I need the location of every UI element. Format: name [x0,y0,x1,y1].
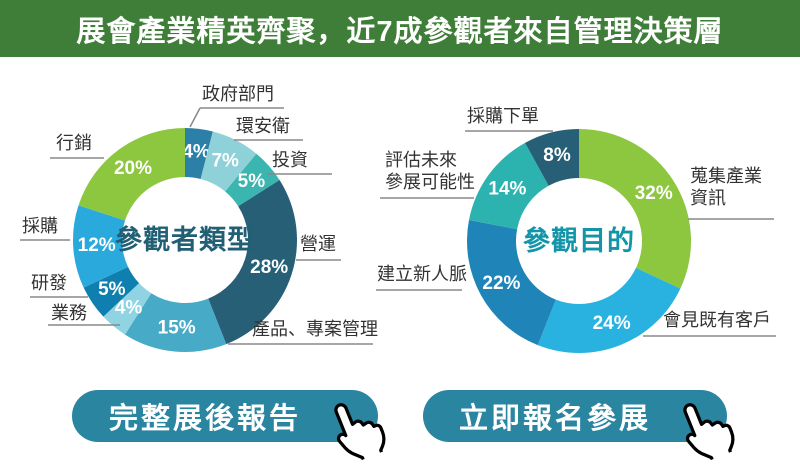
hand-cursor-icon [334,403,386,463]
hand-cursor-icon [683,403,735,463]
donut-charts: 4% 7%5%28%15%4%5%12%20%參觀者類型32%24%22%14%8… [72,128,691,353]
donut-center-title: 參觀目的 [523,225,635,256]
callout-ehs: 環安衛 [236,116,290,136]
segment-percent-label: 24% [593,313,631,334]
callout-government: 政府部門 [202,84,274,104]
donut-segment-採購下單 [525,129,579,186]
header-banner: 展會產業精英齊聚，近7成參觀者來自管理決策層 [0,0,800,57]
segment-percent-label: 14% [488,178,526,199]
segment-percent-label: 15% [158,318,196,339]
donut-segment-業務 [103,283,152,335]
post-show-report-label: 完整展後報告 [108,403,301,435]
callout-gather-info: 蒐集產業 資訊 [690,166,762,208]
donut-segment-會見既有客戶 [537,267,681,353]
segment-percent-label: 7% [211,151,239,172]
page-title: 展會產業精英齊聚，近7成參觀者來自管理決策層 [76,15,724,48]
callout-investment: 投資 [272,150,308,170]
segment-percent-label: 32% [635,183,673,204]
donut-segment-研發 [83,266,140,317]
register-now-button[interactable]: 立即報名參展 [423,390,735,463]
donut-segment-行銷 [78,128,185,221]
donut-segment-營運 [208,179,298,345]
segment-percent-label: 4% [115,298,143,319]
donut-segment-評估未來參展可能性 [468,142,549,230]
donut-segment-蒐集產業資訊 [579,129,691,289]
donut-segment-投資 [225,153,280,207]
donut-center-title: 參觀者類型 [115,224,255,255]
callout-sales: 業務 [51,303,87,323]
donut-segment-產品、專案管理 [124,293,227,353]
donut-segment-政府部門 [185,128,213,179]
callout-operations: 營運 [300,234,336,254]
callout-procurement: 採購 [22,216,58,236]
segment-percent-label: 12% [78,235,116,256]
callout-rnd: 研發 [31,273,67,293]
segment-percent-label: 22% [482,273,520,294]
callout-meet-clients: 會見既有客戶 [663,310,771,330]
callout-new-contacts: 建立新人脈 [377,264,467,284]
segment-percent-label: 28% [250,257,288,278]
segment-percent-label: 5% [238,171,266,192]
callout-marketing: 行銷 [56,133,92,153]
donut-segment-環安衛 [200,131,257,192]
segment-percent-label: 5% [98,279,126,300]
segment-percent-label: 4% [182,142,210,163]
callout-evaluate-future: 評估未來 參展可能性 [385,150,475,192]
post-show-report-button[interactable]: 完整展後報告 [72,390,386,463]
register-now-label: 立即報名參展 [458,403,651,435]
callout-place-order: 採購下單 [467,106,539,126]
donut-segment-建立新人脈 [466,220,556,346]
donut-segment-採購 [72,205,128,288]
segment-percent-label: 20% [114,158,152,179]
callout-product-mgmt: 產品、專案管理 [252,319,378,339]
segment-percent-label: 8% [543,145,571,166]
